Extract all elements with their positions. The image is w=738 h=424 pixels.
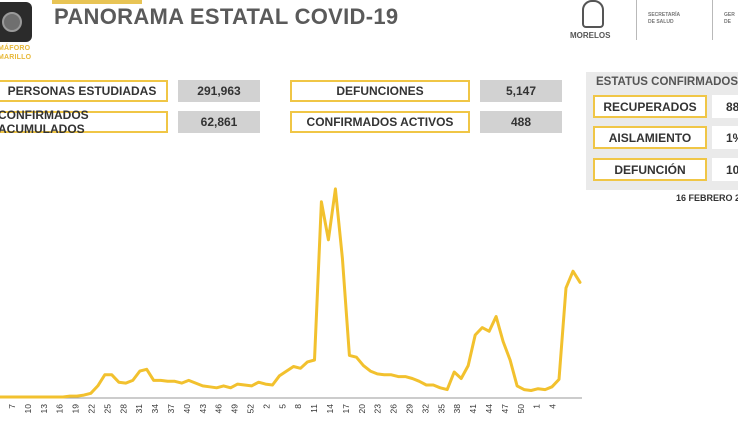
x-tick-label: 43 <box>198 404 208 414</box>
semaforo-line2: MARILLO <box>0 54 32 61</box>
x-tick-label: 40 <box>182 404 192 414</box>
activos-label: CONFIRMADOS ACTIVOS <box>290 111 470 133</box>
gov-extra-line1: GER <box>724 12 735 18</box>
series-line <box>0 187 582 399</box>
gov-dept-line2: DE SALUD <box>648 19 674 25</box>
x-tick-label: 13 <box>39 404 49 414</box>
defuncion-label: DEFUNCIÓN <box>593 158 707 181</box>
x-tick-label: 37 <box>166 404 176 414</box>
title-accent-bar <box>52 0 142 4</box>
x-tick-label: 2 <box>261 404 271 409</box>
x-tick-label: 7 <box>7 404 17 409</box>
x-tick-label: 14 <box>325 404 335 414</box>
x-tick-label: 10 <box>23 404 33 414</box>
estudiadas-label: PERSONAS ESTUDIADAS <box>0 80 168 102</box>
status-heading: ESTATUS CONFIRMADOS <box>596 76 738 88</box>
x-tick-label: 8 <box>293 404 303 409</box>
x-tick-label: 17 <box>341 404 351 414</box>
defuncion-value: 10% <box>712 158 738 181</box>
x-tick-label: 20 <box>357 404 367 414</box>
semaforo-label: MÁFORO MARILLO <box>0 44 38 62</box>
x-tick-label: 47 <box>500 404 510 414</box>
x-axis-ticks: 7 10 13 16 19 22 25 28 31 34 37 40 43 46 49 52 2 5 8 11 14 17… <box>7 404 558 414</box>
x-tick-label: 38 <box>452 404 462 414</box>
defunciones-label: DEFUNCIONES <box>290 80 470 102</box>
x-tick-label: 4 <box>548 404 558 409</box>
x-tick-label: 34 <box>150 404 160 414</box>
report-date: 16 FEBRERO 2022 <box>676 193 738 203</box>
x-tick-label: 25 <box>102 404 112 414</box>
x-tick-label: 28 <box>118 404 128 414</box>
gov-extra: GER DE <box>724 12 735 26</box>
confirmados-label: CONFIRMADOS ACUMULADOS <box>0 108 168 136</box>
recuperados-value: 88% <box>712 95 738 118</box>
x-tick-label: 1 <box>532 404 542 409</box>
x-tick-label: 32 <box>420 404 430 414</box>
x-tick-label: 22 <box>87 404 97 414</box>
x-tick-label: 52 <box>246 404 256 414</box>
confirmados-value: 62,861 <box>178 111 260 133</box>
gov-state-name: MORELOS <box>570 31 611 40</box>
page-title: PANORAMA ESTATAL COVID-19 <box>54 4 399 29</box>
x-tick-label: 16 <box>55 404 65 414</box>
gov-dept-line1: SECRETARÍA <box>648 12 681 18</box>
x-tick-label: 26 <box>389 404 399 414</box>
activos-value: 488 <box>480 111 562 133</box>
x-tick-label: 50 <box>516 404 526 414</box>
aislamiento-label: AISLAMIENTO <box>593 126 707 149</box>
semaforo-logo <box>0 2 32 42</box>
x-tick-label: 23 <box>373 404 383 414</box>
morelos-seal-icon <box>582 0 604 28</box>
aislamiento-value: 1% <box>712 126 738 149</box>
x-tick-label: 31 <box>134 404 144 414</box>
x-tick-label: 11 <box>309 404 319 413</box>
x-tick-label: 5 <box>277 404 287 409</box>
estudiadas-value: 291,963 <box>178 80 260 102</box>
semaforo-line1: MÁFORO <box>0 45 31 52</box>
header-divider <box>636 0 637 40</box>
x-tick-label: 29 <box>405 404 415 414</box>
x-tick-label: 41 <box>468 404 478 414</box>
gov-dept: SECRETARÍA DE SALUD <box>648 12 680 26</box>
x-tick-label: 35 <box>436 404 446 414</box>
header-divider-2 <box>712 0 713 40</box>
gov-extra-line2: DE <box>724 19 731 25</box>
defunciones-value: 5,147 <box>480 80 562 102</box>
x-tick-label: 46 <box>214 404 224 414</box>
x-tick-label: 49 <box>230 404 240 414</box>
recuperados-label: RECUPERADOS <box>593 95 707 118</box>
x-tick-label: 19 <box>71 404 81 414</box>
x-tick-label: 44 <box>484 404 494 414</box>
